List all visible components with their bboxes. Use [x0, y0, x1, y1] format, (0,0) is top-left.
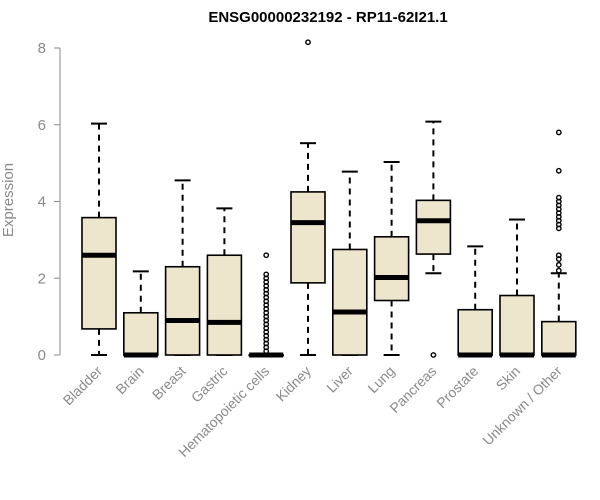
outlier-point — [555, 194, 562, 201]
x-tick-label: Brain — [112, 363, 146, 397]
box-unknown-other — [540, 129, 577, 358]
box-brain — [123, 270, 159, 358]
box-prostate — [457, 245, 494, 358]
outlier-point — [555, 129, 562, 136]
outlier-point — [263, 271, 270, 278]
outlier-point — [263, 252, 270, 259]
outlier-point — [555, 267, 562, 274]
outlier-point — [555, 252, 562, 259]
y-tick-label: 6 — [38, 117, 46, 134]
x-tick-label: Bladder — [60, 363, 106, 409]
box-hematopoietic-cells — [248, 252, 284, 358]
x-tick-label: Skin — [493, 363, 524, 394]
iqr-box — [331, 248, 368, 356]
iqr-box — [290, 191, 326, 284]
box-kidney — [290, 39, 326, 356]
iqr-box — [123, 311, 159, 356]
box-bladder — [81, 122, 117, 356]
x-tick-label: Liver — [323, 363, 356, 396]
outlier-point — [430, 352, 437, 358]
iqr-box — [415, 199, 452, 255]
y-tick-label: 2 — [38, 270, 46, 287]
chart-title: ENSG00000232192 - RP11-62I21.1 — [208, 9, 447, 26]
x-tick-label: Unknown / Other — [479, 363, 565, 449]
outlier-point — [305, 39, 311, 46]
iqr-box — [206, 254, 243, 356]
y-axis: 0 2 4 6 8 — [38, 40, 61, 364]
iqr-box — [81, 216, 117, 330]
box-liver — [331, 170, 368, 356]
iqr-box — [499, 294, 535, 356]
iqr-box — [457, 308, 494, 356]
outlier-point — [555, 167, 562, 174]
outlier-point — [555, 261, 562, 268]
y-axis-label: Expression — [0, 163, 17, 237]
box-lung — [373, 160, 410, 356]
x-tick-label: Kidney — [273, 363, 315, 405]
box-series — [81, 39, 577, 358]
box-breast — [164, 179, 201, 356]
iqr-box — [373, 236, 410, 302]
box-gastric — [206, 207, 243, 356]
box-skin — [499, 218, 535, 358]
iqr-box — [540, 320, 577, 356]
box-pancreas — [415, 120, 452, 358]
y-tick-label: 8 — [38, 40, 46, 57]
x-tick-label: Breast — [149, 363, 189, 403]
x-tick-label: Lung — [364, 363, 397, 396]
iqr-box — [164, 265, 201, 356]
y-tick-label: 0 — [38, 347, 46, 364]
x-tick-label: Prostate — [433, 363, 481, 411]
y-tick-label: 4 — [38, 194, 46, 211]
